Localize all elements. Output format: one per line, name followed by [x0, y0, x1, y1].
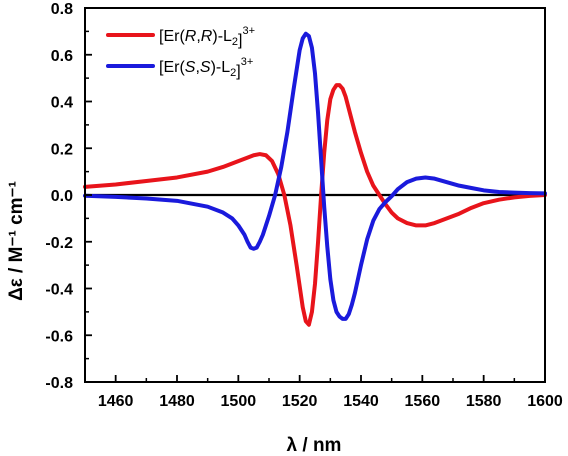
series-line-1 [83, 83, 547, 327]
y-tick-label: 0.2 [51, 141, 73, 158]
x-tick-label: 1480 [159, 393, 195, 410]
y-tick-label: 0.4 [51, 95, 73, 112]
y-tick-label: 0.8 [51, 1, 73, 18]
legend: [Er(R,R)-L2]3+ [Er(S,S)-L2]3+ [106, 25, 255, 80]
y-axis-label: Δε / M⁻¹ cm⁻¹ [6, 181, 27, 301]
axes-layer: 1460 1480 1500 1520 1540 1560 1580 1600 -0.8 -0.6… [45, 1, 562, 410]
y-tick-label: -0.2 [45, 235, 73, 252]
y-tick-label: -0.6 [45, 328, 73, 345]
x-tick-label: 1460 [98, 393, 134, 410]
series-layer [83, 31, 547, 327]
x-tick-label: 1520 [282, 393, 318, 410]
y-tick-label: 0.6 [51, 48, 73, 65]
y-tick-label: -0.8 [45, 375, 73, 392]
x-tick-label: 1500 [221, 393, 257, 410]
series-line-2 [83, 31, 547, 321]
x-tick-label: 1600 [527, 393, 563, 410]
y-tick-label: -0.4 [45, 282, 73, 299]
legend-label-2: [Er(S,S)-L2]3+ [159, 56, 253, 80]
y-tick-label: 0.0 [51, 188, 73, 205]
x-tick-label: 1580 [466, 393, 502, 410]
x-axis-label: λ / nm [287, 435, 342, 456]
x-tick-label: 1540 [343, 393, 379, 410]
legend-label-1: [Er(R,R)-L2]3+ [159, 25, 255, 49]
x-tick-label: 1560 [405, 393, 441, 410]
